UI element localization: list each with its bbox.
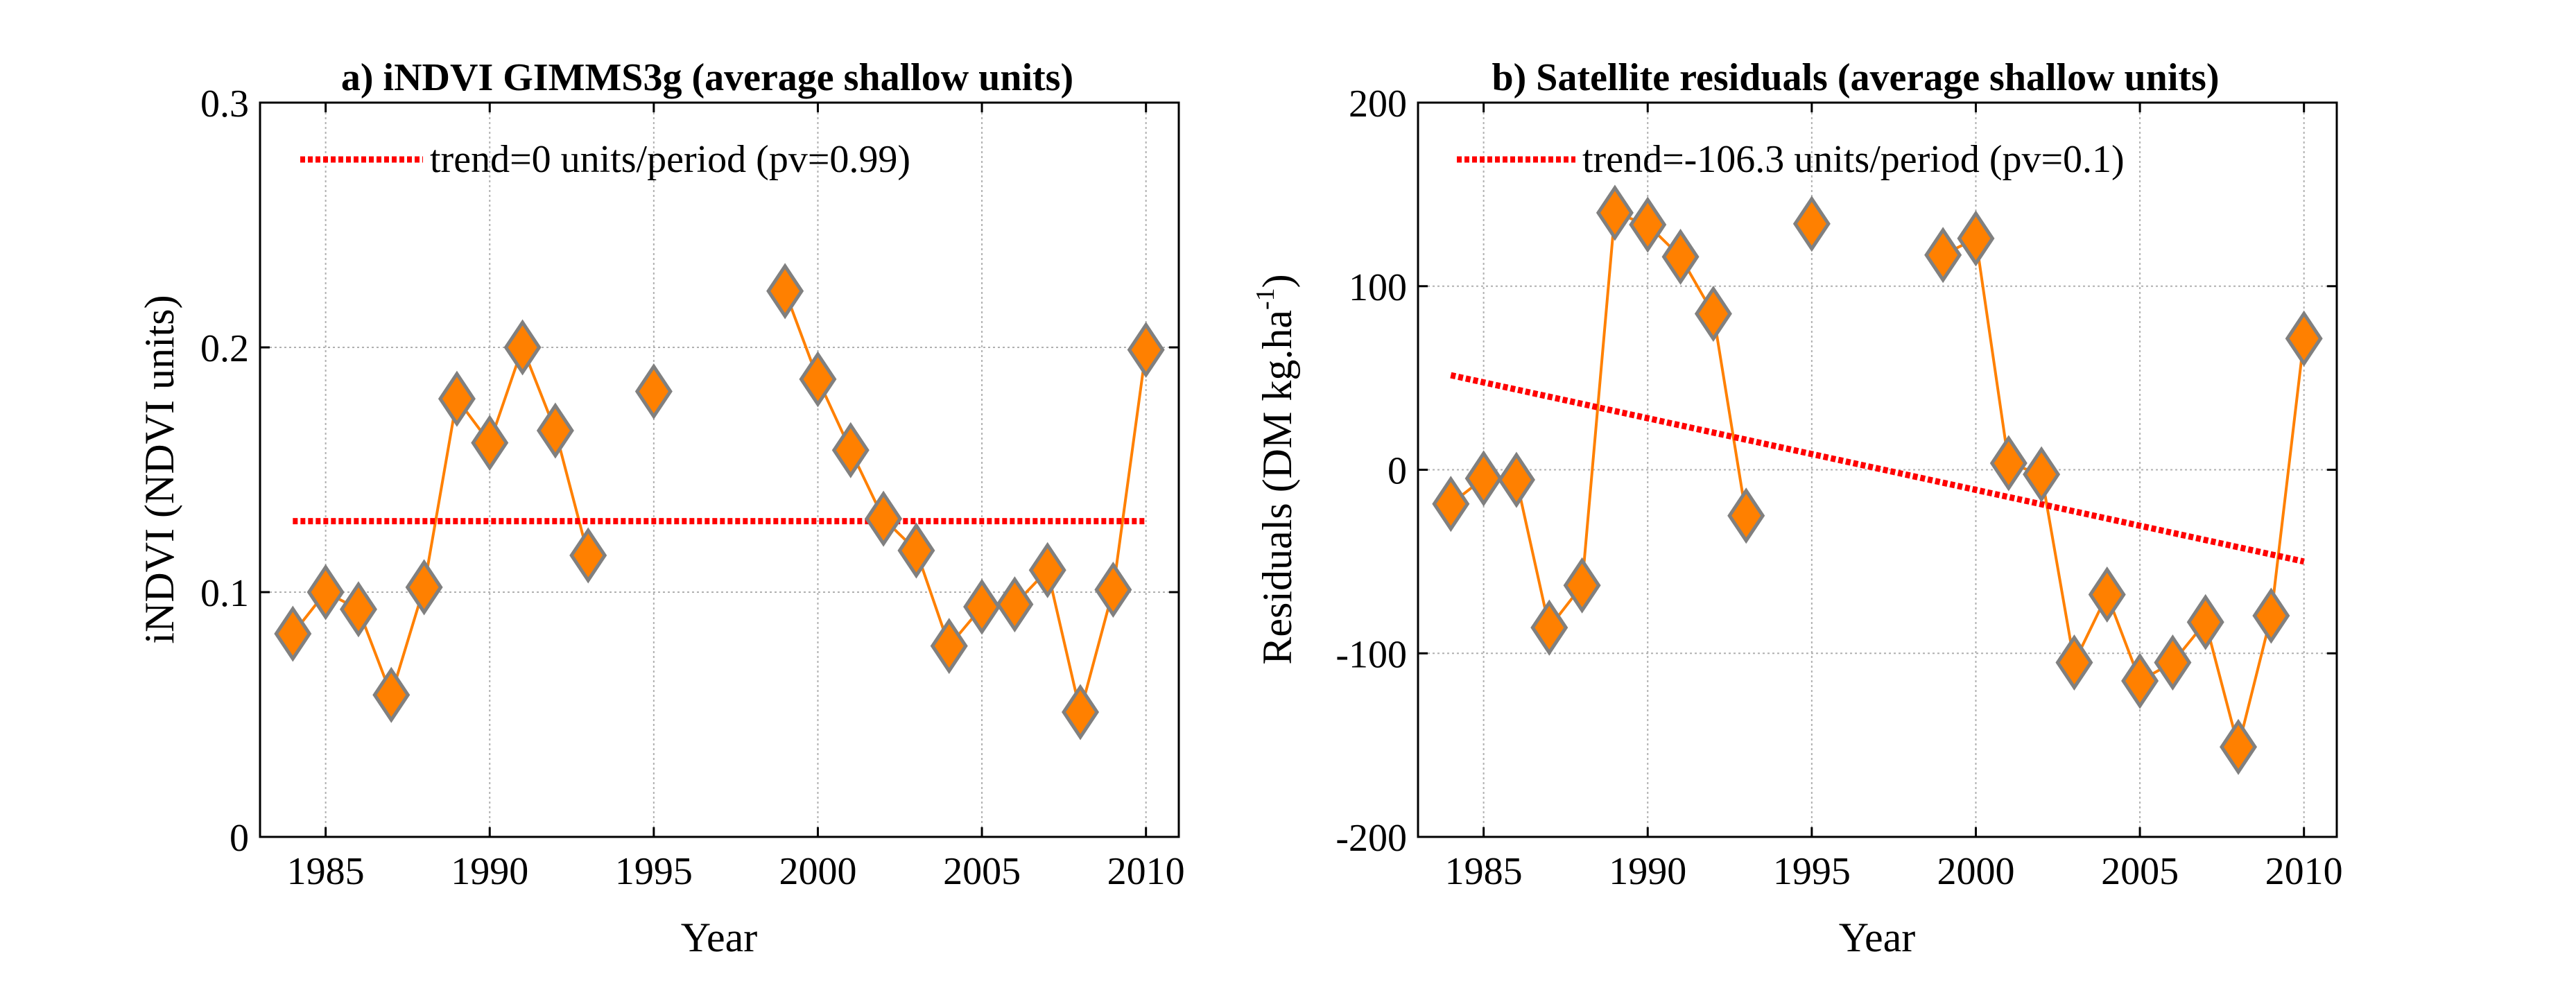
x-axis-label: Year [681, 915, 758, 960]
data-point-marker [1661, 228, 1700, 285]
x-tick-label: 2005 [943, 850, 1021, 893]
data-point-marker [405, 559, 443, 616]
x-tick-label: 2010 [2265, 850, 2343, 893]
data-point-marker [1792, 196, 1831, 252]
axes-box [259, 101, 1180, 838]
x-tick-label: 1985 [1445, 850, 1523, 893]
data-point-marker [536, 402, 574, 459]
x-tick-label: 2000 [779, 850, 856, 893]
panel-b: b) Satellite residuals (average shallow … [1251, 56, 2343, 960]
y-tick-label: 0.1 [200, 572, 249, 615]
data-point-marker [634, 363, 673, 420]
data-point-marker [2220, 718, 2258, 775]
trend-line [1450, 372, 2305, 565]
data-point-marker [372, 666, 410, 723]
data-point-marker [930, 618, 968, 675]
y-tick-label: -100 [1335, 633, 1407, 676]
data-point-marker [1629, 196, 1667, 253]
y-tick-label: 0.2 [200, 327, 249, 370]
x-tick-label: 2010 [1107, 850, 1185, 893]
data-point-marker [569, 527, 607, 584]
data-point-marker [963, 578, 1001, 635]
chart-title: b) Satellite residuals (average shallow … [1492, 56, 2220, 99]
data-point-marker [2186, 594, 2224, 650]
x-tick-label: 1995 [1773, 850, 1851, 893]
data-point-marker [2055, 634, 2093, 691]
data-point-marker [1028, 542, 1066, 598]
data-point-marker [1924, 227, 1962, 284]
y-axis-label: iNDVI (NDVI units) [137, 295, 182, 643]
y-axis-label: Residuals (DM kg.ha-1) [1251, 274, 1300, 664]
x-tick-label: 1995 [615, 850, 693, 893]
y-tick-label: 0 [1388, 450, 1407, 493]
data-point-marker [1094, 561, 1132, 618]
y-tick-label: -200 [1335, 817, 1407, 860]
data-point-marker [306, 564, 345, 621]
data-point-marker [2023, 446, 2061, 503]
x-axis-label: Year [1839, 915, 1916, 960]
data-point-marker [897, 522, 935, 579]
data-point-marker [339, 581, 377, 638]
data-point-marker [1989, 435, 2028, 492]
y-tick-label: 200 [1349, 83, 1407, 125]
grid [260, 103, 1179, 837]
data-point-marker [2252, 587, 2290, 644]
legend-trend-label: trend=0 units/period (pv=0.99) [430, 138, 910, 181]
chart-title: a) iNDVI GIMMS3g (average shallow units) [341, 56, 1073, 99]
data-point-marker [503, 319, 542, 376]
legend-trend-label: trend=-106.3 units/period (pv=0.1) [1582, 138, 2125, 181]
data-point-marker [831, 422, 870, 478]
y-axis-label-superscript: -1 [1251, 288, 1280, 310]
data-point-marker [438, 370, 476, 427]
data-point-marker [1432, 476, 1470, 533]
data-point-marker [1957, 210, 1995, 267]
data-point-marker [766, 263, 804, 320]
y-tick-label: 100 [1349, 266, 1407, 309]
axes-box [1417, 101, 2338, 838]
data-point-marker [2154, 634, 2192, 691]
data-point-marker [1727, 487, 1765, 544]
x-tick-label: 2005 [2101, 850, 2179, 893]
data-point-marker [1596, 184, 1634, 241]
x-tick-label: 1990 [451, 850, 528, 893]
data-point-marker [1694, 285, 1732, 342]
data-point-marker [1563, 557, 1601, 614]
data-point-marker [1530, 599, 1568, 656]
data-point-marker [2088, 566, 2126, 623]
data-point-marker [2121, 652, 2159, 709]
data-point-marker [1497, 451, 1535, 508]
data-point-marker [1062, 684, 1100, 741]
y-tick-label: 0.3 [200, 83, 249, 125]
data-point-marker [1464, 450, 1503, 507]
y-tick-label: 0 [230, 817, 249, 860]
data-point-marker [865, 490, 903, 547]
y-axis-label-main: Residuals (DM kg.ha [1254, 310, 1300, 665]
data-point-marker [799, 351, 837, 408]
data-point-marker [996, 576, 1034, 633]
data-point-marker [2285, 310, 2323, 367]
x-tick-label: 1985 [287, 850, 365, 893]
data-point-marker [274, 605, 312, 662]
x-tick-label: 2000 [1937, 850, 2014, 893]
x-tick-label: 1990 [1609, 850, 1686, 893]
y-axis-label-end: ) [1254, 274, 1300, 288]
panel-a: a) iNDVI GIMMS3g (average shallow units)… [137, 56, 1185, 960]
data-point-marker [1127, 322, 1165, 379]
data-point-marker [471, 415, 509, 471]
